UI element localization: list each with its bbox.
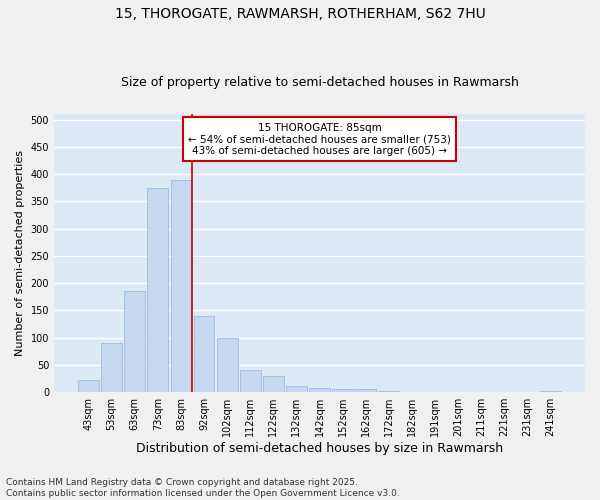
- Title: Size of property relative to semi-detached houses in Rawmarsh: Size of property relative to semi-detach…: [121, 76, 518, 90]
- Bar: [309, 388, 330, 392]
- Bar: [332, 389, 353, 392]
- X-axis label: Distribution of semi-detached houses by size in Rawmarsh: Distribution of semi-detached houses by …: [136, 442, 503, 455]
- Bar: [286, 386, 307, 392]
- Bar: [78, 380, 99, 392]
- Bar: [194, 316, 214, 392]
- Text: Contains HM Land Registry data © Crown copyright and database right 2025.
Contai: Contains HM Land Registry data © Crown c…: [6, 478, 400, 498]
- Bar: [217, 338, 238, 392]
- Text: 15, THOROGATE, RAWMARSH, ROTHERHAM, S62 7HU: 15, THOROGATE, RAWMARSH, ROTHERHAM, S62 …: [115, 8, 485, 22]
- Bar: [170, 180, 191, 392]
- Bar: [101, 343, 122, 392]
- Bar: [240, 370, 260, 392]
- Y-axis label: Number of semi-detached properties: Number of semi-detached properties: [15, 150, 25, 356]
- Bar: [540, 391, 561, 392]
- Bar: [148, 188, 168, 392]
- Bar: [355, 390, 376, 392]
- Text: 15 THOROGATE: 85sqm
← 54% of semi-detached houses are smaller (753)
43% of semi-: 15 THOROGATE: 85sqm ← 54% of semi-detach…: [188, 122, 451, 156]
- Bar: [379, 391, 399, 392]
- Bar: [263, 376, 284, 392]
- Bar: [124, 292, 145, 392]
